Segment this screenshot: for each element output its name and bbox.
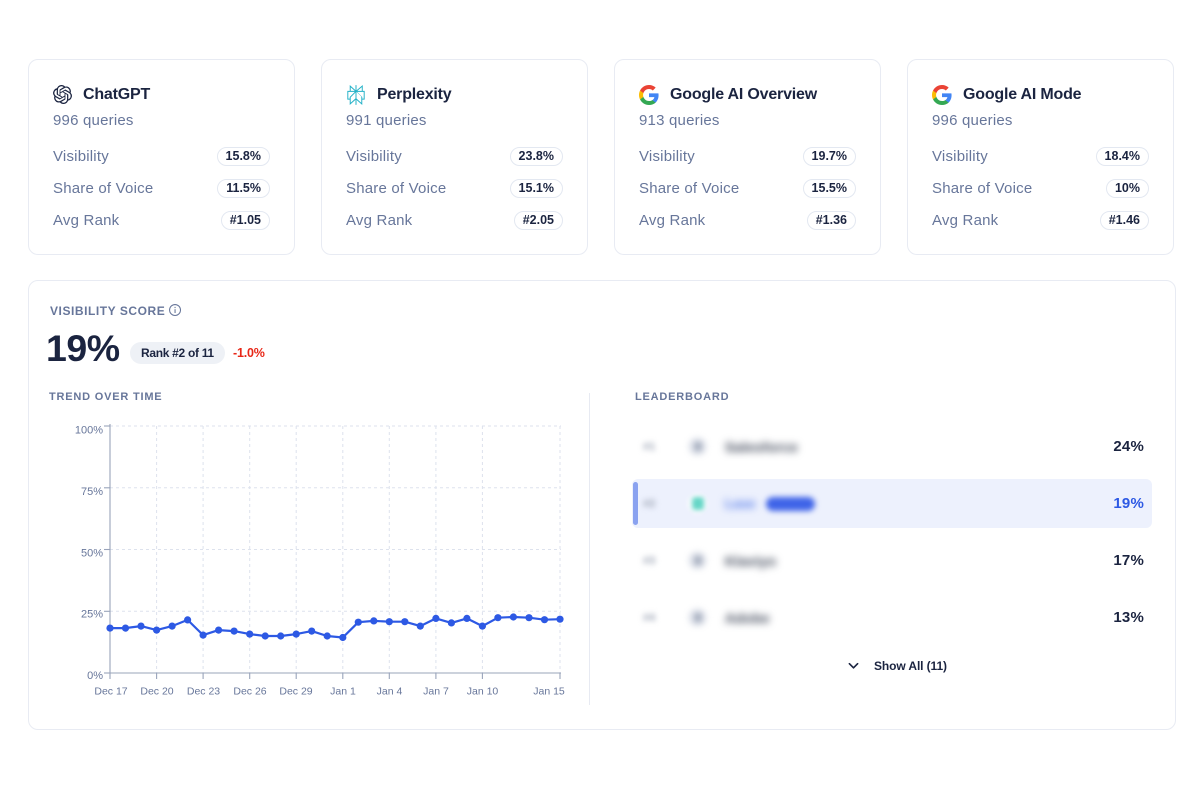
svg-text:0%: 0%	[87, 670, 103, 682]
svg-text:Dec 29: Dec 29	[279, 686, 312, 698]
svg-text:25%: 25%	[81, 609, 103, 621]
svg-text:Dec 23: Dec 23	[187, 686, 220, 698]
svg-text:Jan 7: Jan 7	[423, 686, 449, 698]
svg-text:Jan 4: Jan 4	[377, 686, 403, 698]
svg-text:75%: 75%	[81, 486, 103, 498]
svg-text:Dec 20: Dec 20	[140, 686, 173, 698]
svg-text:Jan 10: Jan 10	[467, 686, 499, 698]
svg-text:Jan 15: Jan 15	[533, 686, 565, 698]
svg-text:Dec 17: Dec 17	[94, 686, 127, 698]
svg-text:Dec 26: Dec 26	[233, 686, 266, 698]
svg-text:50%: 50%	[81, 547, 103, 559]
svg-text:Jan 1: Jan 1	[330, 686, 356, 698]
svg-text:100%: 100%	[75, 425, 103, 437]
